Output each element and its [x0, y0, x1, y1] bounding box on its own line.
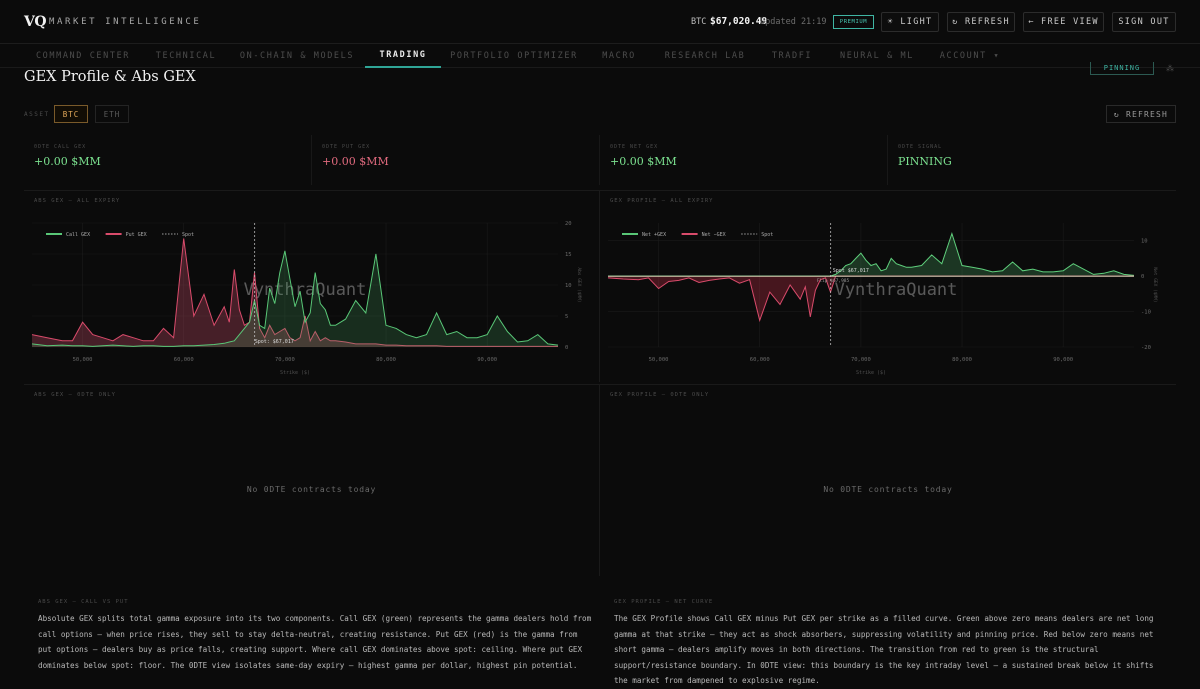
pinning-button[interactable]: PINNING [1090, 62, 1154, 75]
metric-signal: 0DTE SIGNAL PINNING [888, 135, 1176, 185]
flip-label: Flip $67,985 [817, 278, 850, 284]
asset-label: ASSET [24, 111, 50, 118]
panel-title: GEX PROFILE — ALL EXPIRY [610, 198, 714, 204]
metric-label: 0DTE PUT GEX [322, 144, 371, 150]
top-bar: VQ MARKET INTELLIGENCE BTC $67,020.49 Up… [0, 0, 1200, 44]
y-axis-label: Net GEX ($MM) [1152, 267, 1158, 302]
series-area-net-negative [608, 276, 1134, 321]
main-nav: COMMAND CENTER TECHNICAL ON-CHAIN & MODE… [0, 44, 1200, 68]
spot-label: Spot $67,017 [833, 268, 869, 274]
x-tick-label: 50,000 [649, 357, 669, 363]
series-area-net-positive [608, 233, 1134, 277]
legend-label: Net +GEX [642, 232, 666, 238]
y-axis-label: Abs GEX ($MM) [576, 267, 582, 302]
abs-gex-0dte-panel: ABS GEX — 0DTE ONLY No 0DTE contracts to… [24, 384, 600, 576]
metric-put-gex: 0DTE PUT GEX +0.00 $MM [312, 135, 600, 185]
btc-label: BTC [691, 17, 707, 27]
asset-eth-button[interactable]: ETH [95, 105, 129, 123]
tab-tradfi[interactable]: TRADFI [771, 51, 813, 61]
x-tick-label: 80,000 [376, 357, 396, 363]
free-view-button[interactable]: ← FREE VIEW [1023, 12, 1104, 32]
y-tick-label: 20 [565, 221, 572, 227]
asset-btc-button[interactable]: BTC [54, 105, 88, 123]
x-tick-label: 90,000 [477, 357, 497, 363]
metric-net-gex: 0DTE NET GEX +0.00 $MM [600, 135, 888, 185]
panel-title: ABS GEX — ALL EXPIRY [34, 198, 121, 204]
premium-badge: PREMIUM [833, 15, 874, 29]
brand-subtitle: MARKET INTELLIGENCE [49, 17, 202, 27]
x-tick-label: 80,000 [952, 357, 972, 363]
watermark: VynthraQuant [244, 280, 367, 300]
metric-label: 0DTE SIGNAL [898, 144, 943, 150]
x-tick-label: 60,000 [750, 357, 770, 363]
refresh-button[interactable]: ↻ REFRESH [947, 12, 1015, 32]
page-title: GEX Profile & Abs GEX [24, 69, 196, 85]
more-icon[interactable]: ⁂ [1166, 64, 1174, 73]
logo[interactable]: VQ [24, 14, 47, 30]
tab-trading[interactable]: TRADING [365, 44, 441, 68]
light-mode-button[interactable]: ☀ LIGHT [881, 12, 939, 32]
legend-label: Put GEX [126, 232, 147, 238]
abs-gex-all-panel: ABS GEX — ALL EXPIRY 50,000 60,000 70,000 8… [24, 190, 600, 382]
gex-profile-0dte-panel: GEX PROFILE — 0DTE ONLY No 0DTE contract… [600, 384, 1176, 576]
legend-label: Net −GEX [702, 232, 726, 238]
x-tick-label: 70,000 [851, 357, 871, 363]
sign-out-button[interactable]: SIGN OUT [1112, 12, 1176, 32]
metric-value: PINNING [898, 155, 952, 168]
abs-gex-chart[interactable]: 50,000 60,000 70,000 80,000 90,000 0 5 10 15 20 St… [24, 193, 600, 383]
tab-neural-ml[interactable]: NEURAL & ML [840, 51, 914, 61]
description-text: The GEX Profile shows Call GEX minus Put… [614, 614, 1154, 685]
metric-label: 0DTE NET GEX [610, 144, 659, 150]
panel-title: GEX PROFILE — 0DTE ONLY [610, 392, 710, 398]
tab-account[interactable]: ACCOUNT ▾ [939, 51, 1001, 61]
y-tick-label: 10 [565, 283, 572, 289]
tab-on-chain[interactable]: ON-CHAIN & MODELS [239, 51, 355, 61]
x-tick-label: 60,000 [174, 357, 194, 363]
tab-portfolio-optimizer[interactable]: PORTFOLIO OPTIMIZER [450, 51, 578, 61]
series-line-call-gex [31, 250, 559, 347]
tab-macro[interactable]: MACRO [602, 51, 636, 61]
legend-label: Spot [182, 232, 194, 238]
metric-value: +0.00 $MM [322, 155, 389, 168]
series-area-call-gex [32, 250, 558, 347]
series-area-put-gex [32, 238, 558, 347]
spot-label: Spot: $67,017 [255, 339, 294, 345]
y-tick-label: 0 [1141, 274, 1144, 280]
tab-command-center[interactable]: COMMAND CENTER [35, 51, 131, 61]
x-axis-label: Strike ($) [280, 370, 310, 376]
description-title: GEX PROFILE — NET CURVE [614, 599, 714, 605]
y-tick-label: -20 [1141, 345, 1151, 351]
panel-title: ABS GEX — 0DTE ONLY [34, 392, 116, 398]
gex-profile-chart[interactable]: 50,000 60,000 70,000 80,000 90,000 10 0 -10 -20 S… [600, 193, 1176, 383]
series-line-put-gex [31, 238, 558, 347]
updated-time: Updated 21:19 [760, 17, 827, 27]
empty-message: No 0DTE contracts today [823, 485, 953, 494]
metric-value: +0.00 $MM [610, 155, 677, 168]
tab-technical[interactable]: TECHNICAL [155, 51, 217, 61]
y-tick-label: 5 [565, 314, 568, 320]
y-tick-label: 15 [565, 252, 572, 258]
chart-refresh-button[interactable]: ↻ REFRESH [1106, 105, 1176, 123]
y-tick-label: 10 [1141, 239, 1148, 245]
y-tick-label: -10 [1141, 310, 1151, 316]
x-tick-label: 90,000 [1053, 357, 1073, 363]
metric-value: +0.00 $MM [34, 155, 101, 168]
metric-label: 0DTE CALL GEX [34, 144, 87, 150]
empty-message: No 0DTE contracts today [246, 485, 377, 494]
x-tick-label: 50,000 [73, 357, 93, 363]
x-axis-label: Strike ($) [856, 370, 886, 376]
legend-label: Spot [761, 232, 773, 238]
legend-label: Call GEX [66, 232, 90, 238]
description-text: Absolute GEX splits total gamma exposure… [38, 614, 592, 670]
watermark: VynthraQuant [835, 280, 958, 300]
y-tick-label: 0 [565, 345, 568, 351]
gex-profile-all-panel: GEX PROFILE — ALL EXPIRY 50,000 60,000 70,… [600, 190, 1176, 382]
btc-price: $67,020.49 [710, 16, 768, 27]
x-tick-label: 70,000 [275, 357, 295, 363]
description-title: ABS GEX — CALL VS PUT [38, 599, 129, 605]
tab-research-lab[interactable]: RESEARCH LAB [664, 51, 746, 61]
metric-call-gex: 0DTE CALL GEX +0.00 $MM [24, 135, 312, 185]
